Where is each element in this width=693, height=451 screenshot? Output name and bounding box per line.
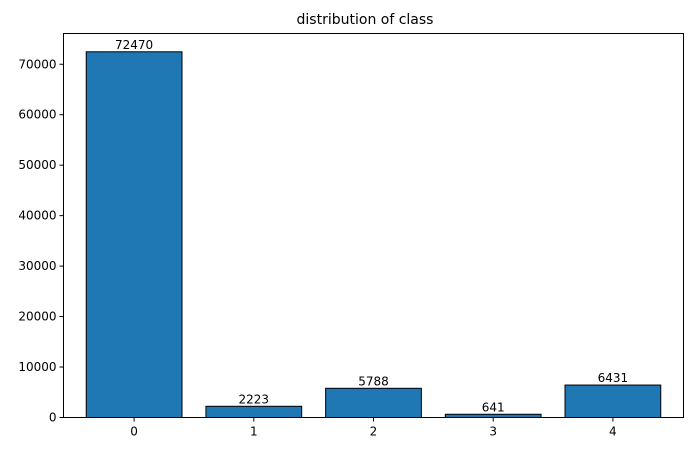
x-tick-label: 4 [609,425,617,439]
bar-value-label: 6431 [598,371,629,385]
y-tick-label: 0 [49,411,57,425]
bar-value-labels: 72470 2223 5788 641 6431 [115,38,628,414]
bar-value-label: 641 [482,400,505,414]
y-tick-label: 70000 [18,57,56,71]
y-tick-label: 30000 [18,259,56,273]
plot-frame [63,33,684,418]
bar-value-label: 5788 [358,374,389,388]
bar-2 [325,387,422,418]
y-tick-label: 50000 [18,158,56,172]
x-tick-label: 0 [130,425,138,439]
bar-1 [205,405,303,418]
x-tick-label: 2 [370,425,378,439]
bar-value-label: 72470 [115,38,153,52]
bar-0 [85,51,183,419]
y-axis: 0 10000 20000 30000 40000 50000 60000 70000 [18,57,64,425]
y-tick-label: 20000 [18,310,56,324]
y-tick-label: 60000 [18,108,56,122]
x-tick-label: 1 [250,425,258,439]
bar-4 [564,384,662,418]
y-tick-label: 40000 [18,209,56,223]
bars [85,51,662,419]
chart-title: distribution of class [297,12,434,28]
x-tick-label: 3 [489,425,497,439]
bar-value-label: 2223 [239,392,270,406]
x-axis: 0 1 2 3 4 [130,417,617,439]
y-tick-label: 10000 [18,360,56,374]
